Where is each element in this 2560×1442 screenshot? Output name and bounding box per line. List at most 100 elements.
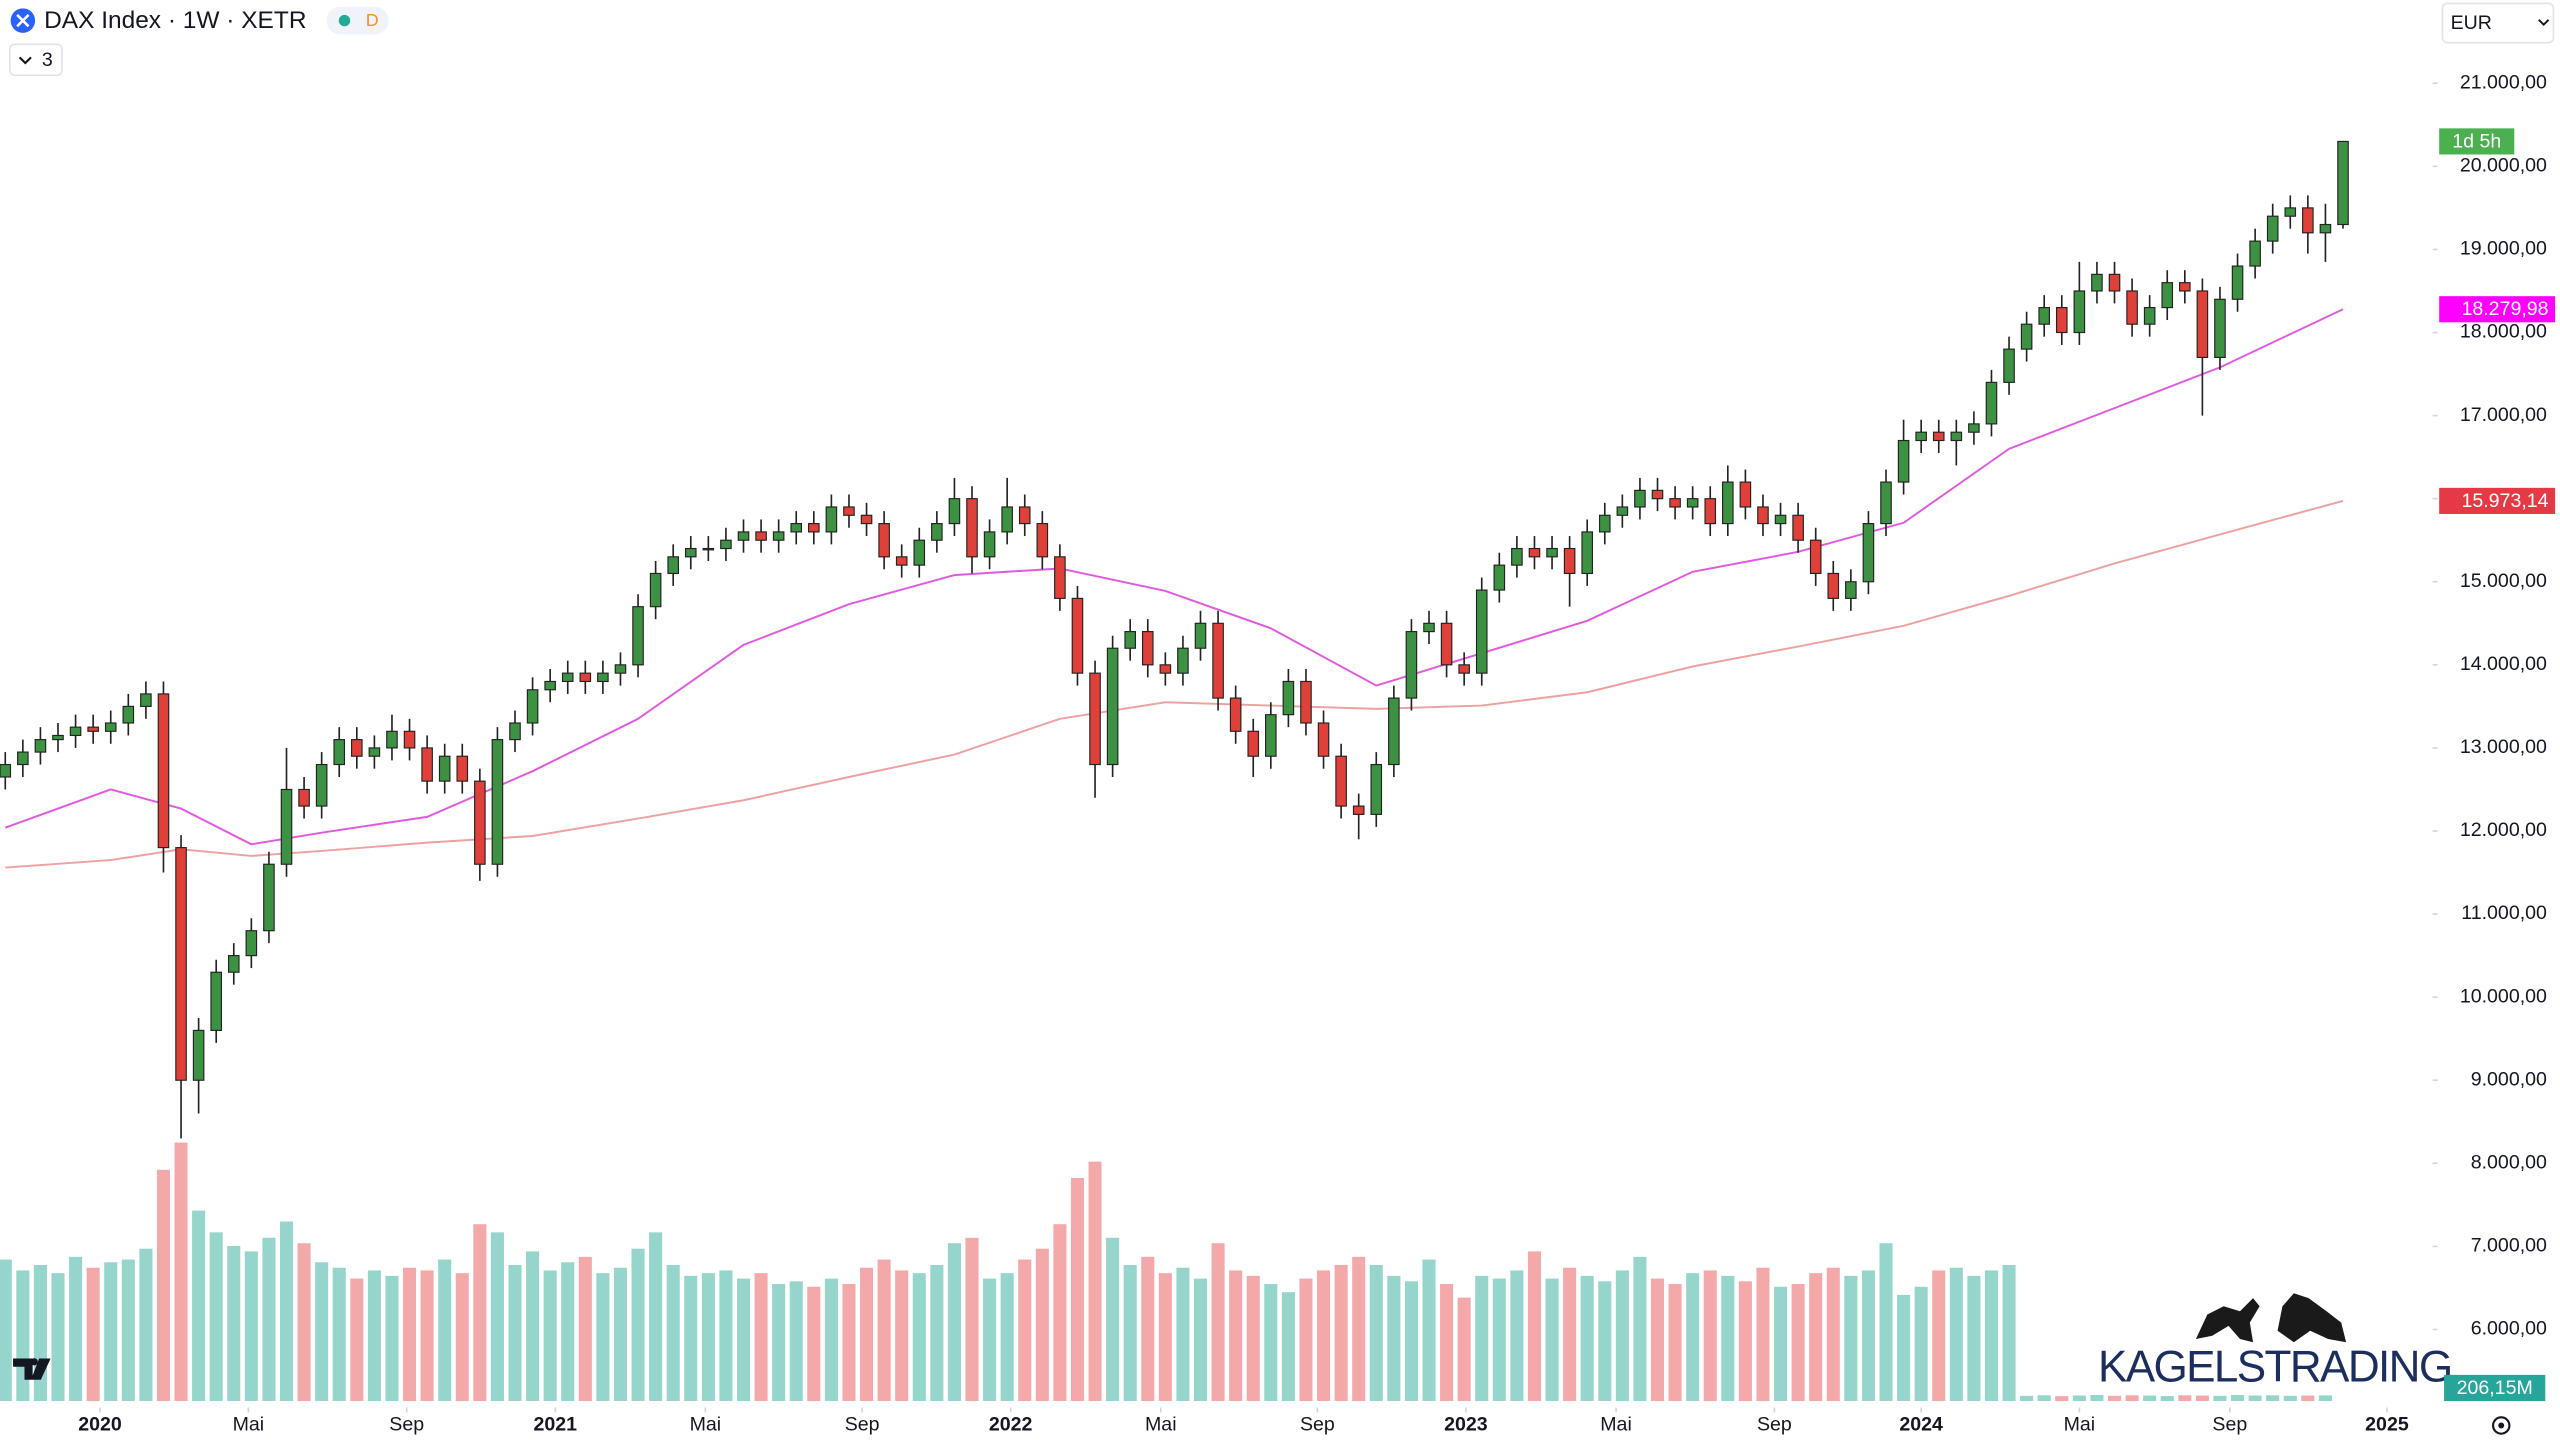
- volume-bar: [1703, 1270, 1717, 1401]
- candle-body: [579, 672, 592, 683]
- candle-body: [1159, 664, 1172, 674]
- candle-body: [298, 788, 310, 807]
- candle-body: [544, 680, 556, 691]
- candle-body: [1054, 556, 1066, 599]
- volume-bar: [842, 1284, 856, 1401]
- volume-bar: [860, 1267, 874, 1401]
- volume-bar: [613, 1267, 627, 1401]
- currency-select[interactable]: [2441, 2, 2555, 44]
- x-tick-label: Sep: [1757, 1414, 1792, 1436]
- volume-bar: [2301, 1395, 2315, 1401]
- volume-bar: [2266, 1395, 2280, 1401]
- volume-bar: [2248, 1395, 2262, 1401]
- volume-bar: [403, 1267, 417, 1401]
- candle-body: [1757, 506, 1769, 525]
- volume-bar: [1492, 1278, 1506, 1401]
- tv-logo[interactable]: [13, 1358, 51, 1380]
- volume-bar: [1861, 1270, 1875, 1401]
- candle-body: [403, 730, 416, 749]
- volume-bar: [1035, 1248, 1049, 1401]
- candle-body: [913, 539, 926, 566]
- x-tick-label: Mai: [2064, 1414, 2096, 1436]
- y-tick-label: 8.000,00: [2471, 1152, 2547, 1174]
- candle-body: [1792, 514, 1804, 541]
- y-tick-label: 19.000,00: [2460, 238, 2547, 260]
- volume-bar: [824, 1278, 838, 1401]
- volume-bar: [561, 1262, 575, 1401]
- x-tick-label: 2023: [1444, 1414, 1488, 1436]
- candle-body: [280, 788, 293, 865]
- volume-bar: [526, 1251, 540, 1401]
- volume-bar: [895, 1270, 909, 1401]
- candle-body: [1106, 647, 1119, 766]
- candle-body: [1247, 730, 1260, 757]
- volume-bar: [1826, 1267, 1840, 1401]
- volume-bar: [1193, 1278, 1208, 1401]
- volume-bar: [2318, 1395, 2332, 1401]
- volume-bar: [139, 1248, 153, 1401]
- volume-bar: [1545, 1278, 1559, 1401]
- volume-bar: [1580, 1275, 1594, 1401]
- chevron: [18, 56, 32, 65]
- indicator-toggle[interactable]: [8, 43, 63, 77]
- candle-body: [1282, 680, 1295, 716]
- volume-bar: [1387, 1275, 1401, 1401]
- volume-bar: [192, 1210, 206, 1401]
- volume-bar: [1229, 1270, 1243, 1401]
- plot-area: 6.000,00 7.000,00 8.000,00 9.000,00 10.000,0…: [0, 71, 2547, 1436]
- volume-bar: [1967, 1275, 1981, 1401]
- candle-body: [2003, 348, 2015, 383]
- candle-body: [1229, 697, 1242, 732]
- y-tick-label: 18.000,00: [2460, 321, 2547, 343]
- candle-body: [1598, 514, 1611, 533]
- candle-body: [860, 514, 873, 525]
- y-tick-label: 6.000,00: [2471, 1318, 2547, 1340]
- volume-bar: [2107, 1395, 2122, 1401]
- volume-bar: [684, 1275, 698, 1401]
- volume-bar: [1404, 1281, 1418, 1401]
- candle-body: [474, 780, 486, 865]
- volume-bar: [1264, 1284, 1278, 1401]
- candle-body: [1423, 622, 1435, 633]
- volume-bar: [104, 1262, 118, 1401]
- status-pill[interactable]: [326, 6, 389, 35]
- bear-icon: [2277, 1293, 2347, 1343]
- candle-body: [1581, 531, 1593, 575]
- candle-body: [2055, 307, 2068, 334]
- volume-bar: [2283, 1395, 2297, 1401]
- candle-body: [1458, 664, 1470, 674]
- volume-bar: [1633, 1256, 1647, 1401]
- candle-body: [1897, 439, 1910, 483]
- volume-bar: [2160, 1396, 2174, 1401]
- candle-body: [2284, 207, 2297, 217]
- candle-body: [1265, 714, 1277, 757]
- settings-button[interactable]: [2492, 1416, 2511, 1435]
- candle-body: [597, 672, 609, 683]
- volume-bar: [69, 1256, 83, 1401]
- volume-bar: [912, 1273, 926, 1401]
- candle-body: [438, 755, 451, 782]
- candle-body: [1739, 481, 1752, 508]
- volume-bar: [16, 1270, 30, 1401]
- candle-body: [1493, 564, 1506, 591]
- settings-dot: [2498, 1422, 2505, 1429]
- y-tick-label: 11.000,00: [2461, 902, 2547, 924]
- ma-price-text: 15.973,14: [2461, 490, 2548, 512]
- candle-body: [1862, 523, 1875, 583]
- volume-bar: [807, 1286, 821, 1401]
- candle-body: [808, 523, 820, 533]
- candle-body: [1194, 622, 1207, 649]
- volume-bar: [1299, 1278, 1313, 1401]
- volume-bar: [754, 1273, 768, 1401]
- chart-title[interactable]: DAX Index · 1W · XETR: [44, 7, 306, 34]
- candle-body: [227, 955, 240, 973]
- candle-body: [0, 763, 12, 778]
- ma-price-label: [2439, 296, 2556, 323]
- candle-body: [1669, 498, 1681, 508]
- candle-body: [1809, 539, 1822, 575]
- ma-price-label: [2439, 487, 2556, 514]
- y-tick-label: 15.000,00: [2460, 570, 2547, 592]
- candle-body: [1563, 547, 1576, 575]
- bull-icon: [2195, 1298, 2260, 1343]
- candle-body: [157, 693, 170, 849]
